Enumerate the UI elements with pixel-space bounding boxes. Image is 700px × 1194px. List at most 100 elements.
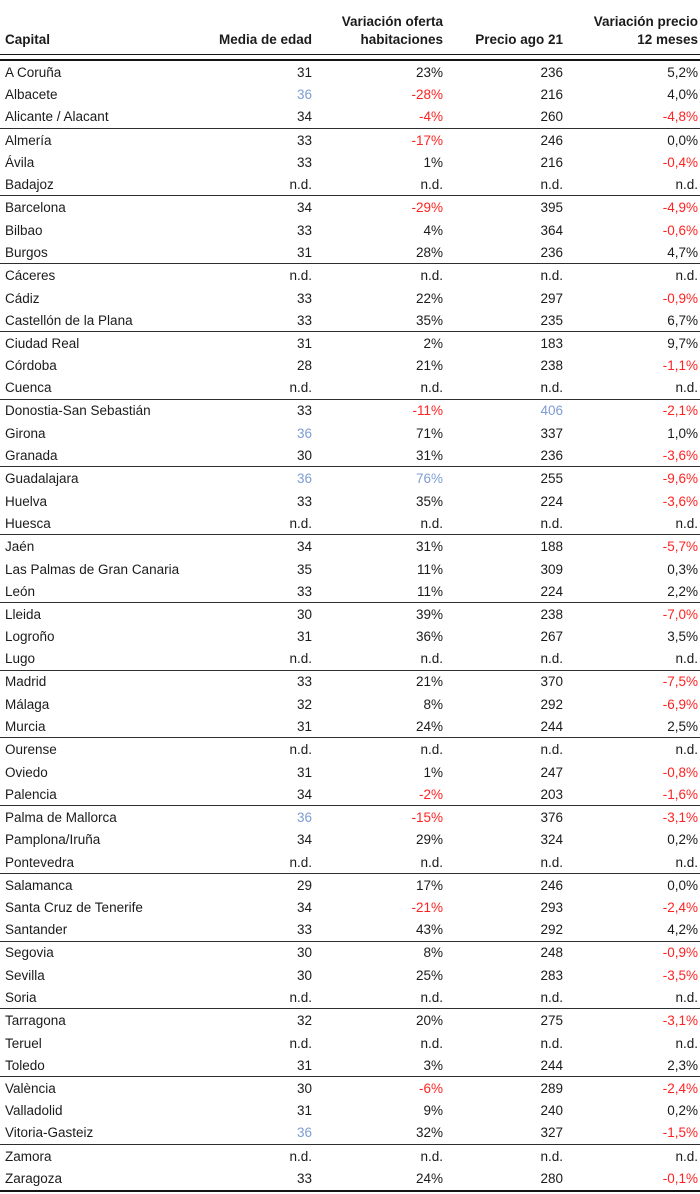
capital-cell: Ávila [5, 155, 35, 171]
variacion-precio-cell: 3,5% [667, 629, 698, 645]
media-edad-cell: 32 [296, 1013, 312, 1029]
table-row: Castellón de la Plana 33 35% 235 6,7% [0, 309, 700, 332]
variacion-precio-cell: -4,9% [662, 200, 698, 216]
variacion-oferta-cell: 32% [415, 1125, 443, 1141]
precio-cell: n.d. [540, 854, 563, 870]
precio-cell: 376 [540, 809, 563, 825]
variacion-oferta-cell: 35% [415, 493, 443, 509]
media-edad-cell: 30 [296, 945, 312, 961]
table-row: Cádiz 33 22% 297 -0,9% [0, 287, 700, 310]
variacion-precio-cell: 0,0% [667, 132, 698, 148]
variacion-precio-cell: -6,9% [662, 696, 698, 712]
media-edad-cell: n.d. [289, 989, 312, 1005]
variacion-precio-cell: -0,1% [662, 1171, 698, 1187]
variacion-oferta-cell: -29% [411, 200, 443, 216]
table-row: Pamplona/Iruña 34 29% 324 0,2% [0, 829, 700, 852]
media-edad-cell: 31 [296, 244, 312, 260]
media-edad-cell: n.d. [289, 515, 312, 531]
media-edad-cell: 32 [296, 696, 312, 712]
variacion-oferta-cell: 36% [415, 629, 443, 645]
media-edad-cell: 30 [296, 606, 312, 622]
variacion-precio-cell: -3,1% [662, 1013, 698, 1029]
media-edad-cell: 33 [296, 493, 312, 509]
variacion-precio-cell: -7,0% [662, 606, 698, 622]
variacion-precio-cell: -2,4% [662, 900, 698, 916]
capital-cell: Guadalajara [5, 471, 79, 487]
table-row: A Coruña 31 23% 236 5,2% [0, 61, 700, 84]
table-row: Córdoba 28 21% 238 -1,1% [0, 355, 700, 378]
variacion-oferta-cell: 29% [415, 832, 443, 848]
table-row: Santa Cruz de Tenerife 34 -21% 293 -2,4% [0, 896, 700, 919]
precio-cell: 188 [540, 538, 563, 554]
table-row: Cáceres n.d. n.d. n.d. n.d. [0, 264, 700, 287]
precio-cell: 240 [540, 1103, 563, 1119]
capital-cell: Santander [5, 922, 68, 938]
capital-cell: Castellón de la Plana [5, 312, 133, 328]
variacion-oferta-cell: 35% [415, 312, 443, 328]
media-edad-cell: 36 [296, 471, 312, 487]
capital-cell: Pontevedra [5, 854, 75, 870]
variacion-oferta-cell: n.d. [420, 989, 443, 1005]
capital-cell: Badajoz [5, 177, 54, 193]
variacion-oferta-cell: n.d. [420, 380, 443, 396]
media-edad-cell: n.d. [289, 854, 312, 870]
media-edad-cell: 33 [296, 222, 312, 238]
capital-cell: Vitoria-Gasteiz [5, 1125, 94, 1141]
variacion-oferta-cell: 28% [415, 244, 443, 260]
variacion-precio-cell: n.d. [675, 380, 698, 396]
variacion-precio-cell: 4,0% [667, 87, 698, 103]
variacion-precio-cell: n.d. [675, 177, 698, 193]
media-edad-cell: 31 [296, 1103, 312, 1119]
precio-cell: 280 [540, 1171, 563, 1187]
media-edad-cell: 34 [296, 900, 312, 916]
variacion-oferta-cell: 20% [415, 1013, 443, 1029]
variacion-oferta-cell: n.d. [420, 267, 443, 283]
variacion-precio-cell: -1,5% [662, 1125, 698, 1141]
table-row: Zaragoza 33 24% 280 -0,1% [0, 1167, 700, 1190]
column-header-precio-ago21: Precio ago 21 [475, 32, 563, 47]
table-row: Almería 33 -17% 246 0,0% [0, 129, 700, 152]
variacion-oferta-cell: 2% [423, 335, 443, 351]
variacion-oferta-cell: 4% [423, 222, 443, 238]
capital-cell: Salamanca [5, 877, 73, 893]
precio-cell: n.d. [540, 1148, 563, 1164]
precio-cell: 324 [540, 832, 563, 848]
variacion-oferta-cell: n.d. [420, 1035, 443, 1051]
media-edad-cell: 31 [296, 335, 312, 351]
capital-cell: Lleida [5, 606, 42, 622]
variacion-precio-cell: -7,5% [662, 674, 698, 690]
variacion-precio-cell: -5,7% [662, 538, 698, 554]
media-edad-cell: 28 [296, 358, 312, 374]
variacion-oferta-cell: 3% [423, 1057, 443, 1073]
variacion-oferta-cell: n.d. [420, 651, 443, 667]
variacion-oferta-cell: 9% [423, 1103, 443, 1119]
media-edad-cell: 33 [296, 132, 312, 148]
media-edad-cell: 34 [296, 200, 312, 216]
variacion-oferta-cell: -15% [411, 809, 443, 825]
capital-cell: València [5, 1080, 56, 1096]
table-row: Zamora n.d. n.d. n.d. n.d. [0, 1145, 700, 1168]
variacion-oferta-cell: 22% [415, 290, 443, 306]
precio-cell: 327 [540, 1125, 563, 1141]
precio-cell: 370 [540, 674, 563, 690]
precio-cell: 364 [540, 222, 563, 238]
media-edad-cell: 34 [296, 109, 312, 125]
precio-cell: 395 [540, 200, 563, 216]
capital-cell: Zamora [5, 1148, 52, 1164]
media-edad-cell: 36 [296, 1125, 312, 1141]
variacion-precio-cell: 4,7% [667, 244, 698, 260]
precio-cell: 183 [540, 335, 563, 351]
table-row: Palma de Mallorca 36 -15% 376 -3,1% [0, 806, 700, 829]
capital-cell: Madrid [5, 674, 47, 690]
capital-cell: Palma de Mallorca [5, 809, 117, 825]
table-row: Cuenca n.d. n.d. n.d. n.d. [0, 377, 700, 400]
table-row: León 33 11% 224 2,2% [0, 580, 700, 603]
variacion-precio-cell: n.d. [675, 267, 698, 283]
capital-cell: Oviedo [5, 764, 48, 780]
variacion-oferta-cell: 71% [415, 426, 443, 442]
variacion-precio-cell: -0,9% [662, 290, 698, 306]
precio-cell: 292 [540, 696, 563, 712]
precio-cell: 238 [540, 606, 563, 622]
variacion-oferta-cell: n.d. [420, 742, 443, 758]
